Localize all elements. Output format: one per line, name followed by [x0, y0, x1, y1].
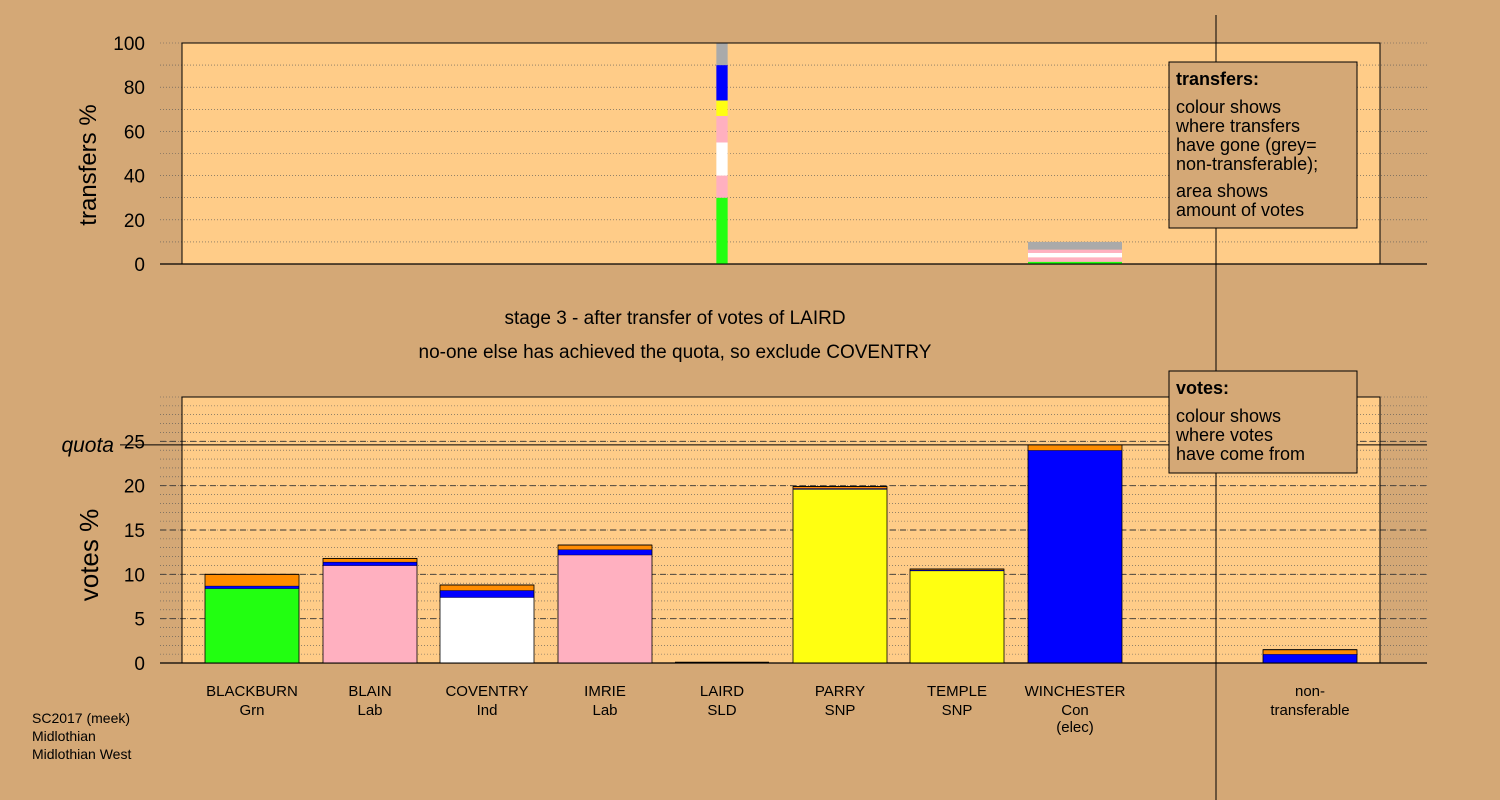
candidate-party: SNP	[942, 702, 973, 719]
y-tick-label: 40	[124, 167, 145, 188]
transfers-legend-box	[1168, 61, 1358, 229]
y-tick-label: 20	[124, 477, 145, 498]
bar-segment	[716, 100, 728, 116]
votes-legend: votes: colour shows where votes have com…	[1168, 370, 1358, 474]
candidate-name: COVENTRY	[445, 683, 528, 700]
footer-line-3: Midlothian West	[32, 746, 131, 762]
bar-segment	[793, 489, 887, 663]
bar-segment	[1263, 649, 1357, 655]
stage-line-2: no-one else has achieved the quota, so e…	[419, 342, 932, 363]
votes-legend-line: colour shows	[1176, 406, 1281, 426]
bar-segment	[910, 570, 1004, 663]
bar-segment	[793, 488, 887, 490]
candidate-name: PARRY	[815, 683, 865, 700]
candidate-name: TEMPLE	[927, 683, 987, 700]
bar-segment	[558, 549, 652, 555]
transfers-plot-frame	[181, 42, 1381, 265]
transfers-legend-line: have gone (grey=	[1176, 135, 1317, 155]
candidate-name: non-	[1295, 683, 1325, 700]
bar-segment	[1263, 654, 1357, 663]
transfers-legend-line: where transfers	[1175, 116, 1300, 136]
bar-segment	[323, 558, 417, 562]
bar-segment	[558, 554, 652, 663]
votes-legend-box	[1168, 370, 1358, 474]
bar-segment	[205, 585, 299, 589]
bar-segment	[1028, 252, 1122, 258]
transfers-axis-title: transfers %	[75, 104, 102, 225]
footer-line-2: Midlothian	[32, 728, 96, 744]
bar-segment	[716, 142, 728, 176]
candidate-party: transferable	[1270, 702, 1349, 719]
candidate-name: WINCHESTER	[1025, 683, 1126, 700]
y-tick-label: 25	[124, 432, 145, 453]
bar-segment	[440, 597, 534, 663]
footer-line-1: SC2017 (meek)	[32, 710, 130, 726]
y-tick-label: 20	[124, 211, 145, 232]
votes-legend-line: have come from	[1176, 444, 1305, 464]
candidate-party: SNP	[825, 702, 856, 719]
candidate-name: LAIRD	[700, 683, 744, 700]
stage-line-1: stage 3 - after transfer of votes of LAI…	[504, 308, 845, 329]
transfers-legend-line: colour shows	[1176, 97, 1281, 117]
votes-axis-title: votes %	[74, 509, 104, 602]
candidate-name: BLAIN	[348, 683, 391, 700]
candidate-labels: BLACKBURN Grn BLAIN Lab COVENTRY Ind IMR…	[206, 683, 1349, 736]
bar-segment	[1028, 241, 1122, 250]
transfers-legend-line: non-transferable);	[1176, 154, 1318, 174]
y-tick-label: 0	[134, 654, 145, 675]
votes-legend-title: votes:	[1176, 378, 1229, 398]
bar-segment	[205, 574, 299, 586]
bar-segment	[323, 565, 417, 663]
bar-segment	[440, 584, 534, 591]
bar-segment	[910, 569, 1004, 570]
candidate-name: BLACKBURN	[206, 683, 298, 700]
bar-segment	[558, 545, 652, 550]
candidate-party: Con	[1061, 702, 1089, 719]
y-tick-label: 0	[134, 255, 145, 276]
votes-plot-frame	[181, 396, 1381, 664]
candidate-party: Lab	[592, 702, 617, 719]
bar-segment	[1028, 257, 1122, 262]
candidate-party: Grn	[239, 702, 264, 719]
transfers-legend-title: transfers:	[1176, 69, 1259, 89]
transfers-legend: transfers: colour shows where transfers …	[1168, 61, 1358, 229]
transfers-legend-line: amount of votes	[1176, 200, 1304, 220]
bar-segment	[1028, 444, 1122, 451]
candidate-party: SLD	[707, 702, 736, 719]
bar-segment	[716, 43, 728, 66]
bar-segment	[1028, 261, 1122, 264]
y-tick-label: 80	[124, 78, 145, 99]
candidate-name: IMRIE	[584, 683, 626, 700]
bar-segment	[793, 486, 887, 489]
quota-label: quota	[61, 434, 114, 457]
tick-labels: 0 20 40 60 80 100 0 5 10 15 20 25	[113, 34, 145, 675]
transfers-legend-line: area shows	[1176, 181, 1268, 201]
bar-segment	[1028, 249, 1122, 253]
y-tick-label: 60	[124, 122, 145, 143]
candidate-note: (elec)	[1056, 719, 1094, 736]
candidate-party: Lab	[357, 702, 382, 719]
bar-segment	[323, 561, 417, 566]
candidate-party: Ind	[477, 702, 498, 719]
y-tick-label: 15	[124, 521, 145, 542]
bar-segment	[716, 197, 728, 264]
bar-segment	[1028, 450, 1122, 663]
bar-segment	[910, 569, 1004, 571]
bars	[204, 43, 1358, 664]
y-tick-label: 10	[124, 565, 145, 586]
votes-legend-line: where votes	[1175, 425, 1273, 445]
bar-segment	[716, 65, 728, 101]
bar-segment	[205, 588, 299, 663]
bar-segment	[716, 175, 728, 198]
y-tick-label: 100	[113, 34, 145, 55]
bar-segment	[440, 590, 534, 598]
y-tick-label: 5	[134, 610, 145, 631]
bar-segment	[716, 115, 728, 143]
